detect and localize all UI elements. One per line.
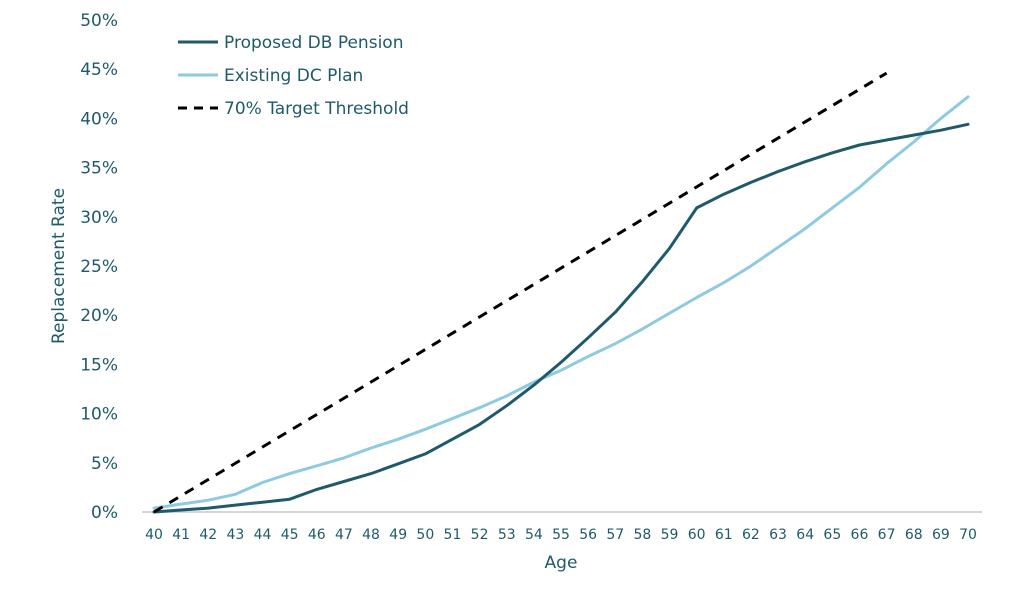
x-tick-label: 44 <box>254 527 272 543</box>
legend-label-proposed-db: Proposed DB Pension <box>224 33 403 53</box>
x-tick-label: 67 <box>878 527 896 543</box>
y-tick-label: 45% <box>80 60 118 80</box>
x-tick-label: 64 <box>796 527 814 543</box>
series-layer <box>152 71 970 514</box>
x-tick-label: 56 <box>579 527 597 543</box>
x-tick-label: 46 <box>308 527 326 543</box>
y-tick-label: 50% <box>80 11 118 31</box>
y-tick-label: 5% <box>91 454 118 474</box>
y-axis-ticks: 0% 5% 10% 15% 20% 25% 30% 35% 40% 45% 50% <box>80 11 118 523</box>
legend: Proposed DB Pension Existing DC Plan 70%… <box>178 33 409 119</box>
x-tick-label: 45 <box>281 527 299 543</box>
y-axis-title: Replacement Rate <box>49 188 69 344</box>
y-tick-label: 30% <box>80 208 118 228</box>
y-tick-label: 0% <box>91 503 118 523</box>
x-tick-label: 66 <box>851 527 869 543</box>
x-tick-label: 59 <box>661 527 679 543</box>
series-line-proposed-db-pension <box>152 122 970 514</box>
x-tick-label: 57 <box>606 527 624 543</box>
x-tick-label: 69 <box>932 527 950 543</box>
y-tick-label: 15% <box>80 355 118 375</box>
x-tick-label: 68 <box>905 527 923 543</box>
x-tick-label: 48 <box>362 527 380 543</box>
x-tick-label: 51 <box>444 527 462 543</box>
y-tick-label: 40% <box>80 109 118 129</box>
x-tick-label: 70 <box>959 527 977 543</box>
legend-label-existing-dc: Existing DC Plan <box>224 66 363 86</box>
x-tick-label: 58 <box>633 527 651 543</box>
x-tick-label: 41 <box>172 527 190 543</box>
x-tick-label: 40 <box>145 527 163 543</box>
series-line-existing-dc-plan <box>152 95 970 510</box>
x-tick-label: 47 <box>335 527 353 543</box>
x-tick-label: 53 <box>498 527 516 543</box>
x-axis-ticks: 40 41 42 43 44 45 46 47 48 49 50 51 52 53 54 55 56 57 58 59… <box>145 527 977 543</box>
x-tick-label: 49 <box>389 527 407 543</box>
x-tick-label: 43 <box>226 527 244 543</box>
series-line-70-target-threshold <box>153 71 888 514</box>
y-tick-label: 25% <box>80 257 118 277</box>
legend-label-target: 70% Target Threshold <box>224 99 409 119</box>
x-axis-title: Age <box>545 553 578 573</box>
x-tick-label: 61 <box>715 527 733 543</box>
x-tick-label: 63 <box>769 527 787 543</box>
x-tick-label: 60 <box>688 527 706 543</box>
y-tick-label: 35% <box>80 159 118 179</box>
y-tick-label: 20% <box>80 306 118 326</box>
x-tick-label: 65 <box>823 527 841 543</box>
y-tick-label: 10% <box>80 405 118 425</box>
x-tick-label: 55 <box>552 527 570 543</box>
x-tick-label: 62 <box>742 527 760 543</box>
x-tick-label: 54 <box>525 527 543 543</box>
x-tick-label: 52 <box>471 527 489 543</box>
x-tick-label: 42 <box>199 527 217 543</box>
x-tick-label: 50 <box>416 527 434 543</box>
